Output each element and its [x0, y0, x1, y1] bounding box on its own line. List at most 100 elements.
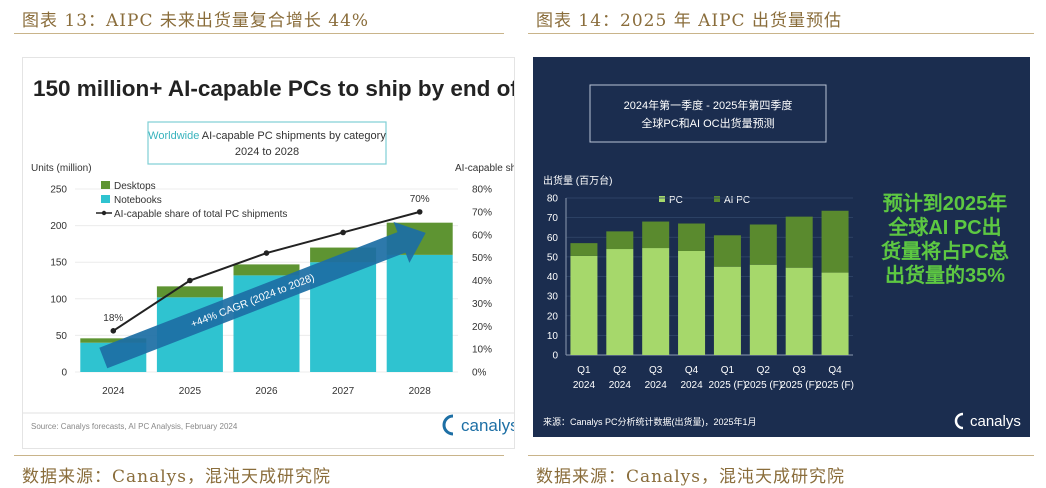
y2-tick-label: 40%: [472, 276, 492, 287]
x-tick-label: 2025: [179, 386, 202, 397]
figure-14-source: 数据来源：Canalys，混沌天成研究院: [536, 467, 845, 487]
chart-13-y-axis-label: Units (million): [31, 163, 92, 174]
legend-aipc-swatch: [714, 196, 720, 202]
canalys-logo-2-mark: [954, 412, 964, 430]
bar-notebooks-2028: [386, 254, 453, 372]
x-tick-label: Q2: [613, 365, 627, 376]
x-tick-label: 2024: [573, 380, 596, 391]
x-tick-label: Q4: [828, 365, 842, 376]
x-tick-label: Q1: [577, 365, 591, 376]
callout-line-2: 全球AI PC出: [887, 215, 1001, 239]
x-tick-label: 2025 (F): [709, 380, 747, 391]
chart-13-headline: 150 million+ AI-capable PCs to ship by e…: [33, 76, 514, 101]
y-tick-label: 20: [547, 311, 559, 322]
x-tick-label: Q3: [649, 365, 663, 376]
y2-tick-label: 70%: [472, 207, 492, 218]
legend-aipc-label: AI PC: [724, 195, 750, 206]
chart-14-title-box: [589, 84, 827, 143]
canalys-logo-2: canalys: [954, 412, 1021, 430]
chart-13-title-box: [147, 121, 387, 165]
figure-13-chart: 150 million+ AI-capable PCs to ship by e…: [23, 76, 574, 436]
bar-aipc-1: [606, 231, 634, 250]
bar-aipc-2: [642, 221, 670, 249]
x-tick-label: 2024: [645, 380, 668, 391]
bar-pc-5: [749, 264, 777, 355]
bar-desktops-2025: [156, 286, 223, 298]
bar-pc-1: [606, 249, 634, 355]
bar-pc-3: [678, 250, 706, 355]
figure-14-bottom-rule: [528, 455, 1034, 456]
bar-pc-2: [642, 248, 670, 355]
figure-14-chart: 2024年第一季度 - 2025年第四季度 全球PC和AI OC出货量预测 出货…: [533, 57, 1030, 437]
y-tick-label: 70: [547, 213, 559, 224]
y-tick-label: 40: [547, 272, 559, 283]
x-tick-label: 2026: [255, 386, 278, 397]
chart-14-footnote: 来源：Canalys PC分析统计数据(出货量)，2025年1月: [543, 416, 757, 427]
y-tick-label: 50: [547, 252, 559, 263]
legend-pc-label: PC: [669, 195, 683, 206]
canalys-logo-text: canalys: [461, 416, 514, 435]
bar-pc-6: [785, 267, 813, 355]
y2-tick-label: 50%: [472, 253, 492, 264]
chart-13-subtitle: 2024 to 2028: [235, 146, 299, 158]
y2-tick-label: 20%: [472, 322, 492, 333]
bar-desktops-2026: [233, 264, 300, 276]
y-tick-label: 250: [50, 185, 67, 196]
callout-line-1: 预计到2025年: [883, 191, 1008, 215]
figure-14-top-rule: [528, 33, 1034, 34]
callout-line-4: 出货量的35%: [885, 263, 1005, 287]
bar-pc-4: [713, 266, 741, 355]
canalys-logo-2-text: canalys: [970, 413, 1021, 430]
y2-tick-label: 10%: [472, 345, 492, 356]
cagr-arrow: [99, 221, 426, 369]
legend-desktops-swatch: [101, 181, 110, 189]
bar-pc-7: [821, 272, 849, 355]
share-point-2027: [340, 229, 346, 236]
bar-aipc-3: [678, 223, 706, 251]
x-tick-label: 2025 (F): [780, 380, 818, 391]
bar-aipc-0: [570, 243, 598, 256]
x-tick-label: Q1: [721, 365, 735, 376]
bar-aipc-7: [821, 210, 849, 273]
legend-share-label: AI-capable share of total PC shipments: [114, 209, 287, 220]
share-point-2028: [416, 209, 423, 215]
y-tick-label: 100: [50, 294, 67, 305]
share-point-2025: [187, 277, 193, 284]
y-tick-label: 60: [547, 233, 559, 244]
y2-tick-label: 80%: [472, 185, 492, 196]
chart-14-y-axis-label: 出货量 (百万台): [543, 174, 612, 187]
y-tick-label: 50: [56, 331, 68, 342]
x-tick-label: 2024: [609, 380, 632, 391]
chart-13-footnote: Source: Canalys forecasts, AI PC Analysi…: [31, 422, 238, 431]
y2-tick-label: 30%: [472, 299, 492, 310]
y-tick-label: 200: [50, 221, 67, 232]
chart-14-title-line2: 全球PC和AI OC出货量预测: [641, 116, 774, 130]
chart-14-title-line1: 2024年第一季度 - 2025年第四季度: [624, 98, 793, 112]
share-point-2024: [110, 328, 117, 334]
figure-13-caption: 图表 13：AIPC 未来出货量复合增长 44%: [22, 11, 370, 31]
bar-aipc-6: [785, 216, 813, 268]
x-tick-label: 2025 (F): [744, 380, 782, 391]
y2-tick-label: 0%: [472, 368, 487, 379]
share-data-label-2028: 70%: [410, 194, 430, 205]
figure-14-panel: 2024年第一季度 - 2025年第四季度 全球PC和AI OC出货量预测 出货…: [533, 57, 1030, 437]
y2-tick-label: 60%: [472, 230, 492, 241]
share-point-2026: [263, 250, 270, 256]
legend-pc-swatch: [659, 196, 665, 202]
legend-notebooks-label: Notebooks: [114, 195, 162, 206]
figure-14-caption: 图表 14：2025 年 AIPC 出货量预估: [536, 11, 842, 31]
canalys-logo: canalys: [442, 414, 519, 436]
y-tick-label: 30: [547, 292, 559, 303]
bar-desktops-2024: [80, 338, 147, 343]
legend-share-marker: [101, 210, 107, 216]
chart-14-callout: 预计到2025年 全球AI PC出 货量将占PC总 出货量的35%: [881, 191, 1009, 287]
figure-13-source: 数据来源：Canalys，混沌天成研究院: [22, 467, 331, 487]
chart-13-y2-axis-label: AI-capable share: [455, 163, 514, 174]
legend-notebooks-swatch: [101, 195, 110, 203]
figure-13-panel: 150 million+ AI-capable PCs to ship by e…: [22, 57, 574, 449]
y-tick-label: 10: [547, 331, 559, 342]
y-tick-label: 80: [547, 194, 559, 205]
bar-aipc-4: [713, 235, 741, 267]
figure-13-top-rule: [14, 33, 504, 34]
y-tick-label: 0: [552, 351, 558, 362]
